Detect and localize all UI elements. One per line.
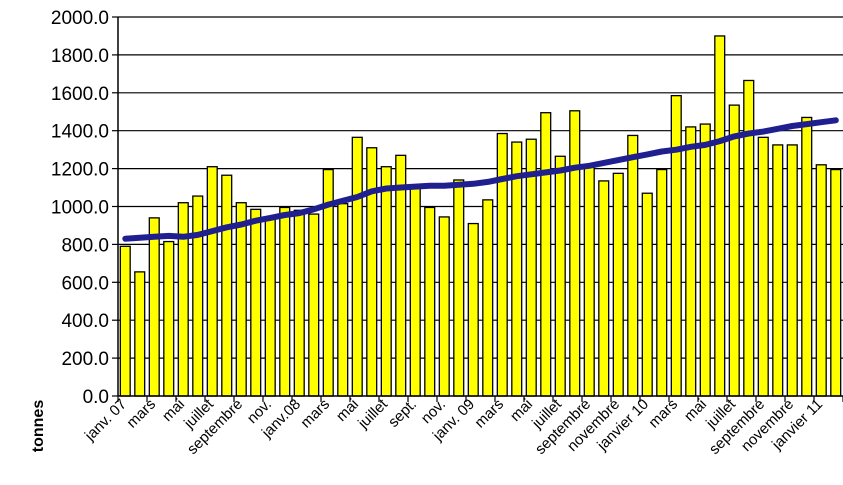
trend-line-group (122, 117, 839, 242)
bar (337, 203, 349, 397)
bar (351, 136, 363, 397)
bars (119, 35, 842, 397)
bar (380, 166, 392, 397)
bar (395, 154, 407, 397)
bar (685, 126, 697, 397)
bar (540, 112, 552, 397)
bar (728, 104, 740, 397)
bar (830, 168, 842, 397)
y-tick-label: 1800.0 (51, 46, 109, 67)
bar (801, 116, 813, 397)
bar (119, 245, 131, 397)
bar (177, 202, 189, 397)
x-tick-label: juillet (354, 395, 391, 432)
y-axis-title: tonnes (30, 400, 47, 453)
y-tick-label: 1400.0 (51, 122, 109, 143)
bar (467, 222, 479, 397)
y-tick-label: 800.0 (61, 235, 109, 256)
bar (656, 168, 668, 397)
x-tick-label: mars (123, 396, 159, 432)
bar (627, 134, 639, 397)
bar (641, 192, 653, 397)
bar (409, 184, 421, 397)
bar (279, 206, 291, 397)
y-tick-label: 600.0 (61, 273, 109, 294)
bar (293, 209, 305, 397)
bar (192, 195, 204, 397)
y-tick-label: 200.0 (61, 349, 109, 370)
x-tick-label: sept. (385, 396, 420, 431)
x-tick-label: mars (645, 396, 681, 432)
bar (714, 35, 726, 397)
bar (554, 155, 566, 397)
bar (583, 165, 595, 397)
bar (453, 179, 465, 397)
bar (815, 164, 827, 397)
x-tick-label: mars (297, 396, 333, 432)
bar (496, 132, 508, 397)
x-tick-label: mars (471, 396, 507, 432)
bar (511, 141, 523, 397)
bar (772, 144, 784, 397)
bar (438, 216, 450, 397)
bar (148, 217, 160, 397)
bar (757, 136, 769, 397)
bar (134, 271, 146, 397)
bar (699, 123, 711, 397)
y-tick-label: 0.0 (83, 387, 109, 408)
y-tick-label: 1200.0 (51, 160, 109, 181)
bar (221, 174, 233, 397)
y-tick-label: 400.0 (61, 311, 109, 332)
bar (598, 180, 610, 397)
bar (308, 213, 320, 397)
bar (366, 147, 378, 397)
bar (786, 144, 798, 397)
bar (569, 110, 581, 397)
bar (235, 202, 247, 397)
bar (612, 172, 624, 397)
bar (264, 218, 276, 397)
bar (482, 199, 494, 397)
bar (424, 206, 436, 397)
axes (117, 17, 843, 402)
trend-line (122, 117, 839, 242)
bar (163, 240, 175, 397)
y-tick-label: 1000.0 (51, 198, 109, 219)
y-tick-label: 2000.0 (51, 8, 109, 29)
y-tick-labels: 0.0 200.0 400.0 600.0 800.0 1000.0 1200.0 1400.… (51, 8, 109, 408)
bar (250, 208, 262, 397)
bar (743, 79, 755, 397)
y-tick-label: 1600.0 (51, 84, 109, 105)
bar (670, 94, 682, 397)
bar (206, 166, 218, 397)
